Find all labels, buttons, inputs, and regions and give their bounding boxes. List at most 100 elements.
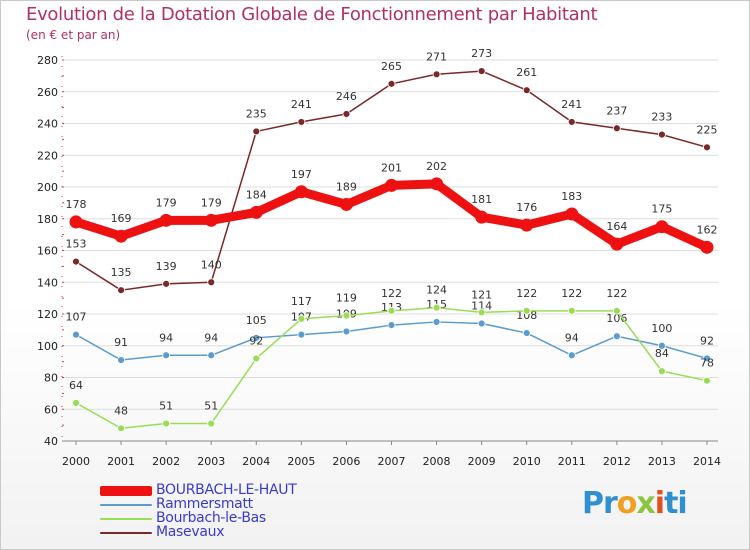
data-label: 265 <box>381 60 402 73</box>
x-tick-label: 2000 <box>62 455 90 468</box>
data-label: 184 <box>246 188 267 201</box>
data-label: 117 <box>291 295 312 308</box>
data-label: 237 <box>606 104 627 117</box>
data-point <box>522 86 531 95</box>
x-tick-label: 2013 <box>648 455 676 468</box>
data-label: 241 <box>561 98 582 111</box>
data-label: 164 <box>606 220 627 233</box>
data-label: 181 <box>471 193 492 206</box>
data-label: 92 <box>700 334 714 347</box>
data-point <box>117 356 125 364</box>
data-point <box>252 127 261 136</box>
data-point <box>432 70 441 79</box>
data-label: 105 <box>246 314 267 327</box>
data-label: 202 <box>426 160 447 173</box>
x-tick-label: 2011 <box>558 455 586 468</box>
data-label: 175 <box>651 203 672 216</box>
y-tick-label: 280 <box>37 54 58 67</box>
data-label: 78 <box>700 357 714 370</box>
data-point <box>612 332 621 341</box>
data-label: 124 <box>426 284 447 297</box>
data-point <box>430 177 444 191</box>
x-tick-label: 2008 <box>423 455 451 468</box>
legend-swatch-bourbach-le-haut <box>100 486 152 496</box>
data-point <box>475 210 489 224</box>
data-point <box>565 207 579 221</box>
y-tick-label: 240 <box>37 118 58 131</box>
data-point <box>658 130 666 139</box>
data-label: 139 <box>156 260 177 273</box>
data-point <box>477 308 486 317</box>
legend-label: Bourbach-le-Bas <box>156 510 266 526</box>
legend-swatch-rammersmatt <box>100 504 152 506</box>
data-point <box>385 178 398 192</box>
data-point <box>387 79 396 88</box>
data-point <box>294 185 308 199</box>
y-tick-label: 260 <box>37 86 58 99</box>
data-point <box>297 330 306 339</box>
data-label: 122 <box>561 287 582 300</box>
data-label: 225 <box>697 123 718 136</box>
data-point <box>658 367 666 376</box>
y-tick-label: 160 <box>37 245 58 258</box>
y-tick-label: 140 <box>37 276 58 289</box>
data-point <box>477 67 486 76</box>
data-point <box>612 306 621 315</box>
data-label: 135 <box>111 266 132 279</box>
data-point <box>522 306 531 315</box>
data-point <box>567 306 576 315</box>
data-point <box>159 213 173 227</box>
data-point <box>297 118 306 126</box>
data-label: 91 <box>114 336 128 349</box>
proxiti-logo: Proxiti <box>582 486 688 521</box>
legend-swatch-masevaux <box>100 532 152 534</box>
legend-swatch-bourbach-le-bas <box>100 518 152 520</box>
data-point <box>703 354 711 363</box>
data-label: 197 <box>291 168 312 181</box>
data-label: 64 <box>69 379 83 392</box>
x-tick-label: 2014 <box>693 455 721 468</box>
data-label: 106 <box>606 312 627 325</box>
legend-label: Rammersmatt <box>156 496 253 512</box>
data-label: 48 <box>114 404 128 417</box>
data-label: 140 <box>201 258 222 271</box>
x-tick-label: 2010 <box>513 455 541 468</box>
data-label: 92 <box>249 334 263 347</box>
y-tick-label: 100 <box>37 340 58 353</box>
data-point <box>114 229 128 243</box>
data-label: 273 <box>471 47 492 60</box>
data-label: 233 <box>651 111 672 124</box>
data-label: 178 <box>66 198 87 211</box>
data-point <box>342 311 351 320</box>
data-label: 114 <box>471 300 492 313</box>
data-point <box>700 240 714 254</box>
y-tick-label: 200 <box>37 181 58 194</box>
data-label: 94 <box>565 331 579 344</box>
data-point <box>204 213 218 227</box>
data-label: 51 <box>204 400 218 413</box>
data-label: 121 <box>471 288 492 301</box>
data-point <box>655 220 669 234</box>
data-point <box>342 110 351 118</box>
data-label: 162 <box>697 223 718 236</box>
data-label: 153 <box>66 238 87 251</box>
data-point <box>658 341 666 350</box>
data-label: 261 <box>516 66 537 79</box>
data-label: 183 <box>561 190 582 203</box>
legend-label: BOURBACH-LE-HAUT <box>156 482 297 498</box>
data-label: 122 <box>381 287 402 300</box>
x-tick-label: 2005 <box>287 455 315 468</box>
data-label: 271 <box>426 50 447 63</box>
data-point <box>612 124 621 133</box>
legend-label: Masevaux <box>156 524 225 540</box>
x-tick-label: 2009 <box>468 455 496 468</box>
x-tick-label: 2012 <box>603 455 631 468</box>
data-point <box>72 330 80 339</box>
data-label: 51 <box>159 400 173 413</box>
data-point <box>162 351 171 360</box>
data-label: 107 <box>66 311 87 324</box>
data-point <box>252 354 261 363</box>
x-tick-label: 2007 <box>378 455 406 468</box>
data-label: 176 <box>516 201 537 214</box>
